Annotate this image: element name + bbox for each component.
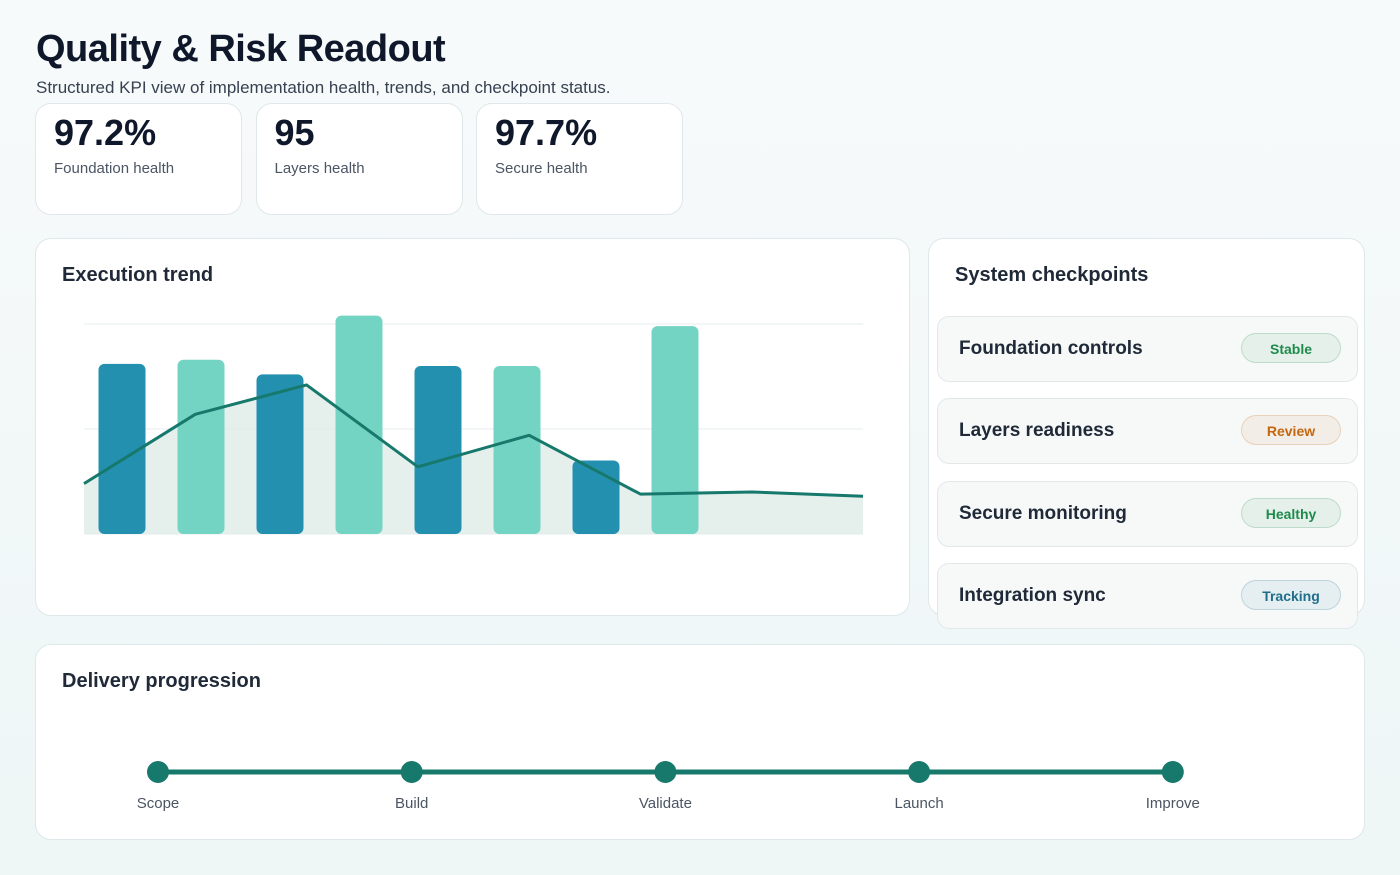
- kpi-label: Layers health: [274, 160, 365, 177]
- status-badge: Tracking: [1241, 579, 1341, 610]
- kpi-card: 97.2% Foundation health: [35, 103, 242, 215]
- step-dot: [908, 761, 931, 783]
- checkpoint-row: Layers readiness Review: [937, 398, 1358, 465]
- step-label: Validate: [638, 795, 692, 812]
- checkpoint-name: Foundation controls: [959, 338, 1143, 359]
- card-title: Execution trend: [62, 264, 214, 286]
- checkpoint-name: Integration sync: [959, 584, 1106, 606]
- progression-track: [147, 761, 1184, 783]
- bar: [651, 326, 699, 534]
- progression-card: Delivery progression Scope Build Validate L…: [35, 644, 1365, 840]
- step-label: Scope: [136, 795, 180, 812]
- checkpoint-name: Secure monitoring: [959, 502, 1127, 524]
- checkpoints-card: System checkpoints Foundation controls St…: [928, 238, 1365, 629]
- kpi-value: 95: [274, 112, 315, 153]
- bar: [177, 359, 225, 534]
- step-dot: [400, 761, 423, 783]
- bar: [572, 460, 620, 534]
- status-badge: Healthy: [1241, 497, 1341, 528]
- trend-chart: [83, 315, 864, 535]
- kpi-value: 97.7%: [495, 112, 598, 153]
- trend-card: Execution trend: [35, 238, 910, 616]
- page-title: Quality & Risk Readout: [36, 28, 446, 70]
- checkpoint-row: Integration sync Tracking: [937, 562, 1358, 629]
- checkpoint-name: Layers readiness: [959, 420, 1115, 442]
- step-dot: [654, 761, 677, 783]
- bar: [98, 363, 146, 534]
- page-subtitle: Structured KPI view of implementation he…: [36, 78, 611, 97]
- bar: [256, 374, 304, 534]
- kpi-label: Foundation health: [54, 160, 175, 177]
- kpi-card: 95 Layers health: [255, 103, 463, 215]
- checkpoint-row: Secure monitoring Healthy: [937, 480, 1358, 547]
- step-label: Launch: [894, 795, 944, 812]
- kpi-value: 97.2%: [54, 112, 157, 153]
- card-title: System checkpoints: [955, 264, 1149, 286]
- step-label: Build: [395, 795, 429, 812]
- kpi-card: 97.7% Secure health: [476, 103, 683, 215]
- kpi-label: Secure health: [495, 160, 588, 177]
- step-dot: [147, 761, 169, 783]
- status-badge: Stable: [1241, 333, 1341, 363]
- card-title: Delivery progression: [62, 670, 261, 692]
- bar: [414, 366, 462, 534]
- checkpoint-row: Foundation controls Stable: [937, 316, 1358, 382]
- step-label: Improve: [1145, 795, 1200, 812]
- bar: [493, 366, 541, 534]
- step-dot: [1161, 761, 1184, 783]
- trend-line: [83, 383, 864, 498]
- status-badge: Review: [1241, 415, 1341, 446]
